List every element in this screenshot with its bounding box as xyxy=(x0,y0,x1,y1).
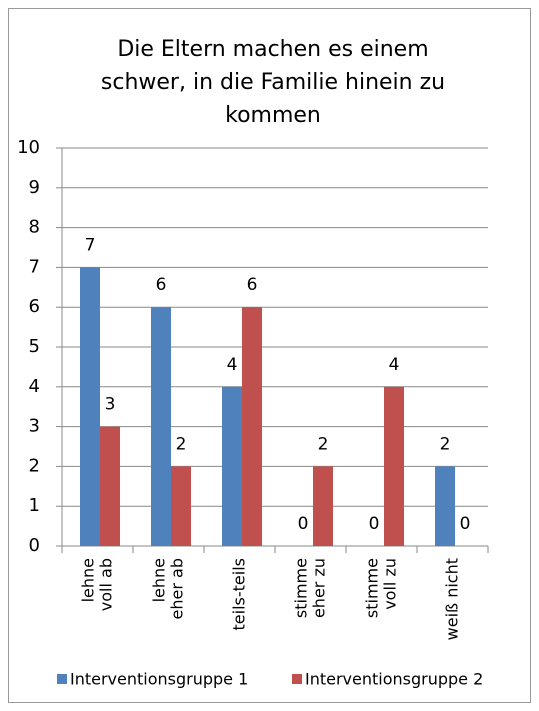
x-tick-label: lehnevoll ab xyxy=(78,558,115,611)
legend-label: Interventionsgruppe 2 xyxy=(305,670,483,689)
y-tick-label: 8 xyxy=(29,217,40,238)
bar xyxy=(80,267,100,546)
x-tick-label: lehneeher ab xyxy=(149,558,186,619)
x-tick-label: weiß nicht xyxy=(442,558,461,640)
x-tick-label: stimmevoll zu xyxy=(362,558,399,618)
y-tick-label: 6 xyxy=(29,296,40,317)
y-tick-label: 4 xyxy=(29,376,40,397)
legend-swatch xyxy=(292,674,302,684)
y-tick-label: 2 xyxy=(29,455,40,476)
data-label: 6 xyxy=(156,275,167,295)
legend-swatch xyxy=(57,674,67,684)
y-tick-label: 0 xyxy=(29,535,40,556)
x-tick-label: stimmeeher zu xyxy=(291,558,328,618)
bar xyxy=(100,426,120,546)
y-tick-label: 10 xyxy=(17,137,40,158)
data-label: 2 xyxy=(440,434,451,454)
bar xyxy=(313,466,333,546)
data-label: 0 xyxy=(298,514,309,534)
y-tick-label: 1 xyxy=(29,495,40,516)
bar xyxy=(151,307,171,546)
bar xyxy=(242,307,262,546)
data-label: 4 xyxy=(227,355,238,375)
data-label: 6 xyxy=(247,275,258,295)
chart-title: Die Eltern machen es einem schwer, in die… xyxy=(101,37,445,128)
y-tick-label: 9 xyxy=(29,177,40,198)
data-label: 4 xyxy=(389,355,400,375)
y-tick-label: 7 xyxy=(29,256,40,277)
data-label: 0 xyxy=(460,514,471,534)
data-label: 3 xyxy=(105,395,116,415)
y-tick-label: 3 xyxy=(29,416,40,437)
bar xyxy=(222,386,242,546)
bar xyxy=(171,466,191,546)
data-label: 7 xyxy=(85,235,96,255)
bar xyxy=(435,466,455,546)
x-tick-label: teils-teils xyxy=(229,558,248,630)
data-label: 2 xyxy=(318,434,329,454)
data-label: 2 xyxy=(176,434,187,454)
y-tick-label: 5 xyxy=(29,336,40,357)
data-label: 0 xyxy=(369,514,380,534)
bar xyxy=(384,386,404,546)
legend-label: Interventionsgruppe 1 xyxy=(70,670,248,689)
